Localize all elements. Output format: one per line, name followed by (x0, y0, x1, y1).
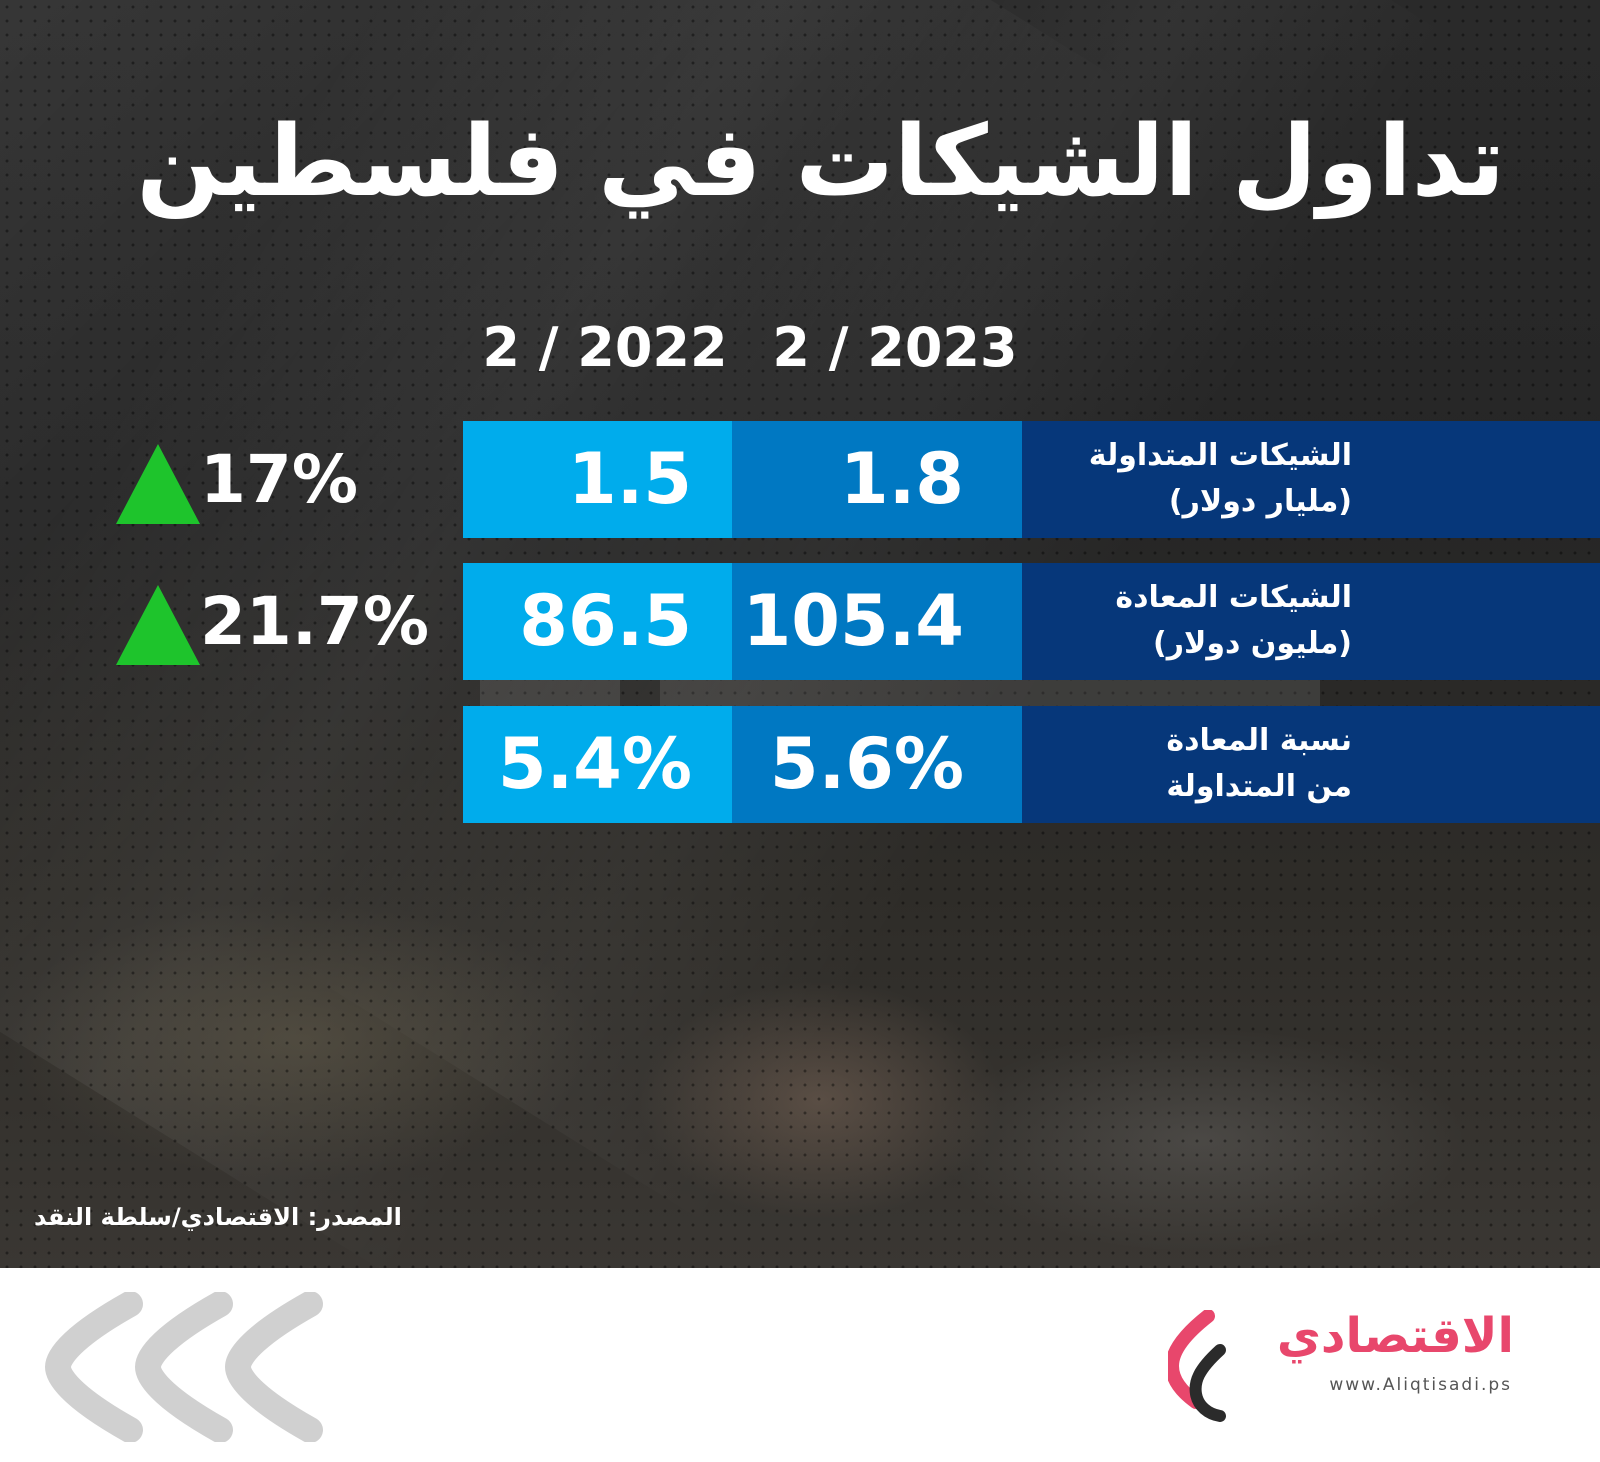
value-2023: 105.4 (742, 580, 964, 662)
page-title: تداول الشيكات في فلسطين (136, 105, 1505, 219)
column-header-2022: 2 / 2022 (482, 316, 728, 379)
cell-2022: 86.5 (463, 563, 732, 680)
change-value: 17% (200, 441, 358, 518)
change-value: 21.7% (200, 583, 429, 660)
row-label-title: نسبة المعادة (1166, 723, 1352, 758)
row-label-title: الشيكات المتداولة (1088, 438, 1352, 473)
row-label: نسبة المعادة من المتداولة (1022, 718, 1352, 810)
green-up-triangle-icon (116, 444, 200, 524)
cell-2023: 1.8 (732, 421, 1022, 538)
column-header-2023: 2 / 2023 (772, 316, 1018, 379)
cell-2022: 5.4% (463, 706, 732, 823)
brand-url: www.Aliqtisadi.ps (1329, 1375, 1512, 1395)
source-note: المصدر: الاقتصادي/سلطة النقد (34, 1203, 402, 1231)
background-handshake (0, 800, 1600, 1268)
table-row: 1.5 1.8 الشيكات المتداولة (مليار دولار) (463, 421, 1600, 538)
row-label-unit: (مليون دولار) (1153, 626, 1352, 661)
row-label: الشيكات المعادة (مليون دولار) (1022, 575, 1352, 667)
brand-name: الاقتصادي (1276, 1308, 1514, 1364)
table-row: 5.4% 5.6% نسبة المعادة من المتداولة (463, 706, 1600, 823)
value-2022: 1.5 (567, 438, 692, 520)
row-label-cell: الشيكات المتداولة (مليار دولار) (1022, 421, 1600, 538)
cell-2023: 105.4 (732, 563, 1022, 680)
row-label-title: الشيكات المعادة (1115, 580, 1352, 615)
green-up-triangle-icon (116, 585, 200, 665)
row-label: الشيكات المتداولة (مليار دولار) (1022, 433, 1352, 525)
row-label-unit: (مليار دولار) (1168, 484, 1352, 519)
cell-2023: 5.6% (732, 706, 1022, 823)
table-row: 86.5 105.4 الشيكات المعادة (مليون دولار) (463, 563, 1600, 680)
value-2022: 86.5 (519, 580, 692, 662)
aliqtisadi-logo-icon (1168, 1310, 1226, 1422)
row-label-unit: من المتداولة (1166, 769, 1352, 804)
chevron-left-icon (45, 1292, 323, 1442)
value-2023: 1.8 (839, 438, 964, 520)
row-label-cell: الشيكات المعادة (مليون دولار) (1022, 563, 1600, 680)
value-2023: 5.6% (769, 723, 964, 805)
value-2022: 5.4% (497, 723, 692, 805)
cell-2022: 1.5 (463, 421, 732, 538)
row-label-cell: نسبة المعادة من المتداولة (1022, 706, 1600, 823)
